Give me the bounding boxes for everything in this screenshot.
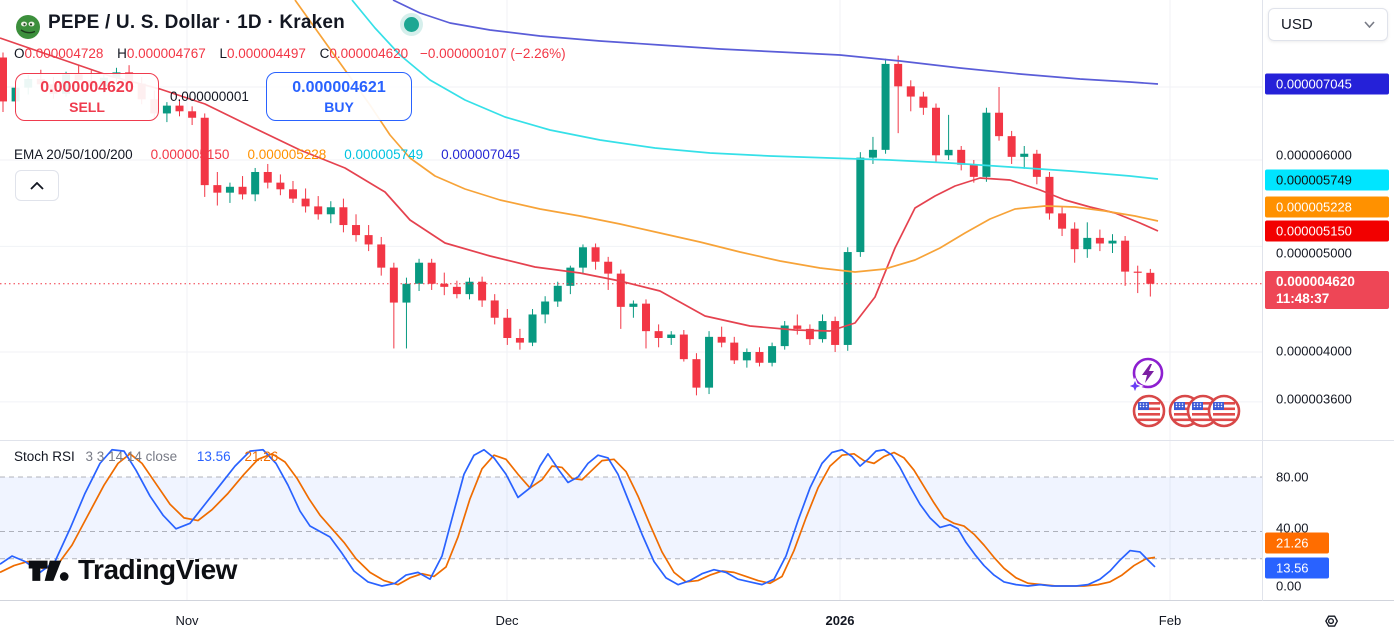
stoch-title: Stoch RSI [14,449,75,464]
tradingview-logo-icon [28,560,69,581]
ohlc-l-value: 0.000004497 [227,46,306,61]
ema-legend-value: 0.000005749 [344,147,424,162]
sell-price: 0.000004620 [40,79,134,96]
current-price-value: 0.000004620 [1276,274,1355,289]
ema-legend-value: 0.000005150 [150,147,230,162]
chevron-up-icon [30,181,44,190]
ohlc-h-label: H [117,46,127,61]
market-status-dot[interactable] [404,17,419,32]
bar-countdown: 11:48:37 [1276,291,1330,306]
buy-price: 0.000004621 [292,78,386,96]
price-label-chip: 13.56 [1265,557,1329,579]
ema-legend[interactable]: EMA 20/50/100/200 0.000005150 0.000005228 0… [14,147,520,162]
buy-label: BUY [324,98,354,115]
price-label-chip: 0.000005150 [1265,220,1389,242]
gear-icon [1325,615,1338,627]
price-label-chip: 21.26 [1265,532,1329,554]
settings-gear-button[interactable] [1318,609,1344,635]
currency-dropdown[interactable]: USD [1268,8,1388,41]
tradingview-logo-text: TradingView [78,554,237,585]
pepe-logo-icon [16,15,40,39]
sell-label: SELL [69,99,105,115]
ohlc-h-value: 0.000004767 [126,46,206,61]
currency-label: USD [1281,16,1313,33]
axis-tick: 0.000004000 [1276,343,1352,359]
flag-icons-row[interactable] [1132,393,1244,429]
ohlc-o-label: O [14,46,25,61]
axis-tick: 0.000005000 [1276,245,1352,261]
ohlc-change: −0.000000107 (−2.26%) [419,46,566,61]
ohlc-c-label: C [319,46,330,61]
ema-legend-value: 0.000007045 [441,147,520,162]
tradingview-watermark[interactable]: TradingView [28,553,237,587]
time-axis-label: Feb [1158,613,1182,628]
stoch-k-value: 13.56 [196,449,231,464]
time-axis[interactable]: Nov Dec 2026 Feb [0,601,1394,642]
chevron-down-icon [1364,21,1375,28]
collapse-legend-button[interactable] [15,170,59,201]
stoch-params: 3 3 14 14 close [85,449,178,464]
price-label-chip: 0.000005228 [1265,196,1389,218]
stoch-rsi-legend[interactable]: Stoch RSI 3 3 14 14 close 13.56 21.26 [14,449,278,464]
axis-tick: 0.00 [1276,578,1302,594]
axis-tick: 40.00 [1276,520,1309,536]
spread-value: 0.000000001 [170,89,249,104]
ohlc-o-value: 0.000004728 [24,46,104,61]
ema-legend-value: 0.000005228 [247,147,327,162]
buy-button[interactable]: 0.000004621 BUY [266,72,412,121]
stoch-d-value: 21.26 [244,449,279,464]
time-axis-label: Dec [495,613,519,628]
magic-ai-icon[interactable] [1127,355,1167,395]
symbol-title[interactable]: PEPE / U. S. Dollar · 1D · Kraken [48,12,345,33]
price-label-chip: 0.000005749 [1265,169,1389,191]
axis-tick: 80.00 [1276,469,1309,485]
ohlc-readout: O0.000004728 H0.000004767 L0.000004497 C… [14,46,566,61]
axis-tick: 0.000006000 [1276,147,1352,163]
ohlc-c-value: 0.000004620 [329,46,409,61]
ema-legend-label: EMA 20/50/100/200 [14,147,133,162]
sell-button[interactable]: 0.000004620 SELL [15,73,159,121]
price-axis[interactable]: 0.000006000 0.000005000 0.000004000 0.00000… [1263,0,1394,600]
time-axis-label: 2026 [825,613,855,628]
ohlc-l-label: L [219,46,227,61]
time-axis-label: Nov [175,613,199,628]
axis-tick: 0.000003600 [1276,391,1352,407]
current-price-chip: 0.000004620 11:48:37 [1265,271,1389,309]
price-label-chip: 0.000007045 [1265,73,1389,95]
